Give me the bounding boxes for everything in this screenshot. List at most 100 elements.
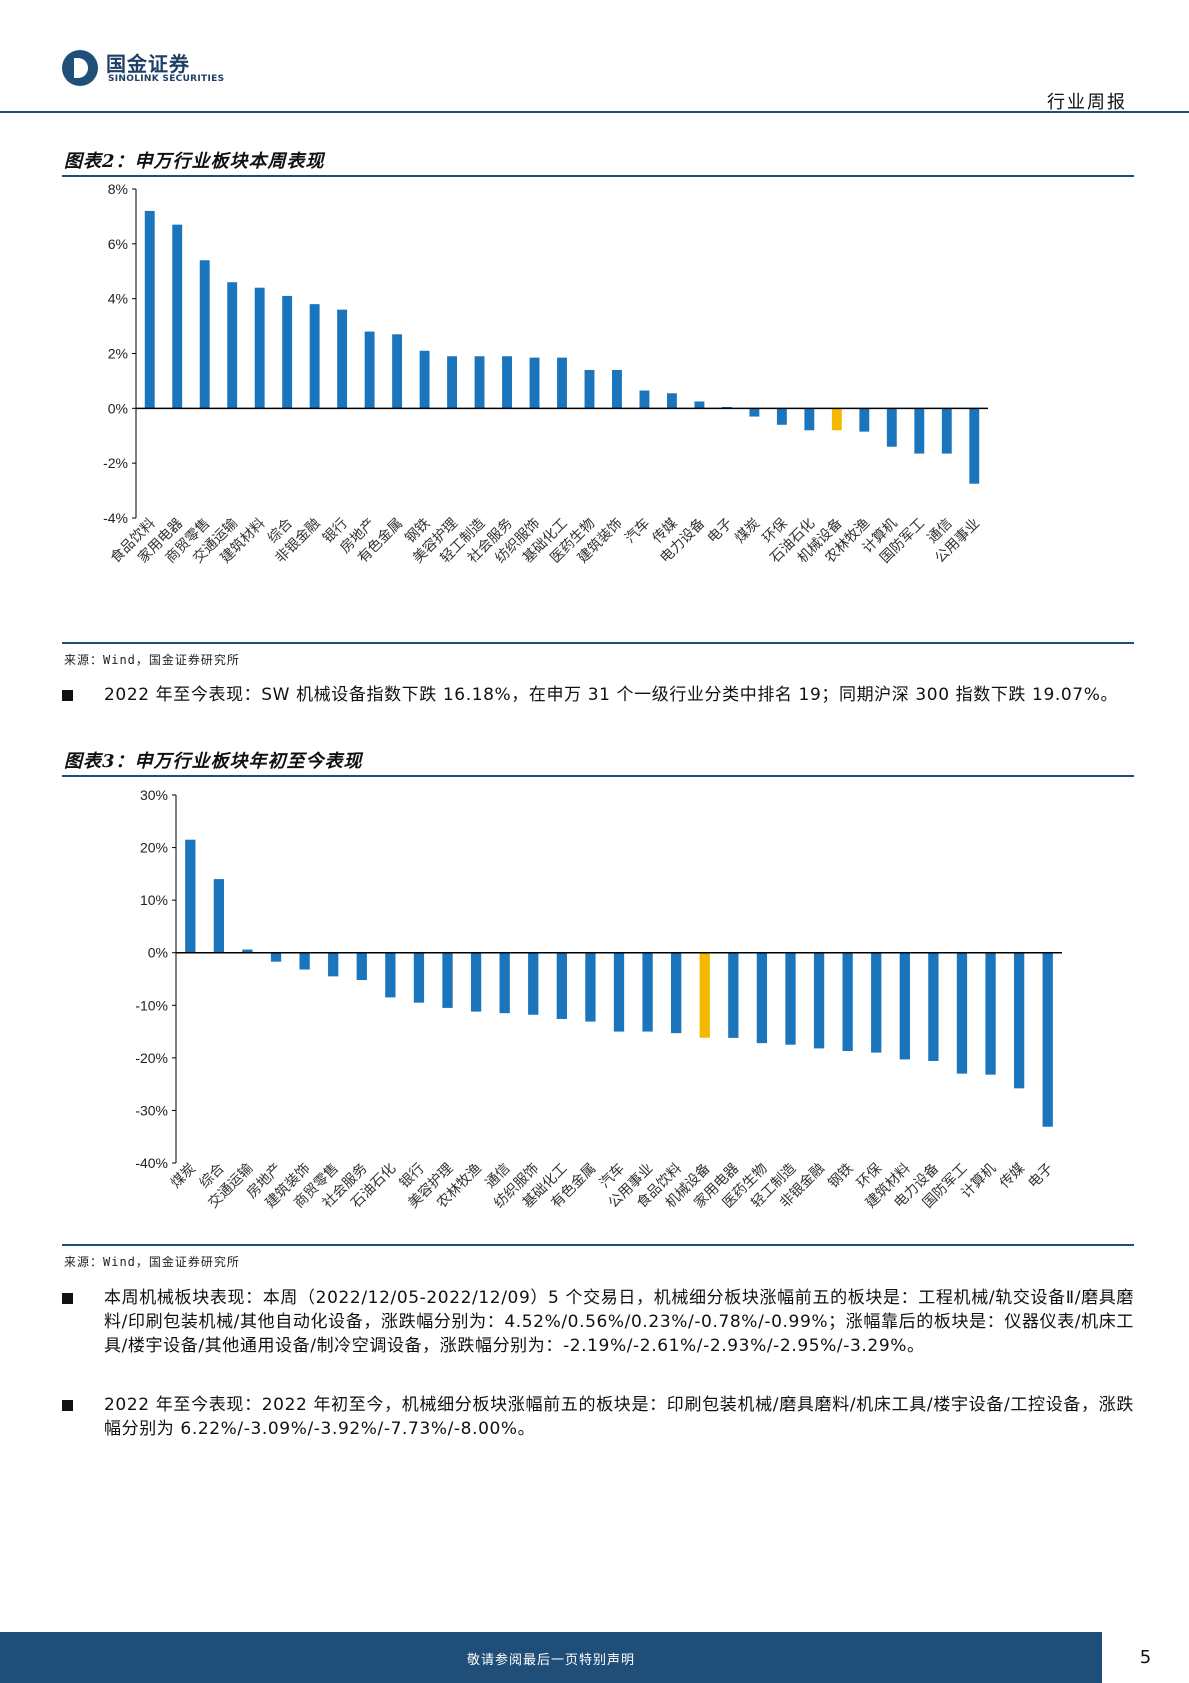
company-logo: 国金证券 SINOLINK SECURITIES — [62, 48, 232, 88]
y-tick-label: 0% — [108, 400, 128, 416]
bar-4 — [227, 282, 238, 409]
bar-27 — [928, 952, 939, 1062]
bar-18 — [671, 952, 682, 1034]
figure2-source: 来源：Wind，国金证券研究所 — [64, 653, 240, 667]
bullet-square-icon — [62, 690, 73, 701]
bar-11 — [419, 350, 430, 409]
bar-29 — [985, 952, 996, 1075]
y-tick-label: -40% — [135, 1155, 168, 1171]
figure3-top-rule — [62, 775, 1134, 777]
figure2-title: 图表2：申万行业板块本周表现 — [64, 151, 325, 172]
figure2-bottom-rule — [62, 642, 1134, 644]
bar-18 — [612, 369, 622, 409]
y-tick-label: -20% — [135, 1050, 168, 1066]
ytd-summary-paragraph: 2022 年至今表现：SW 机械设备指数下跌 16.18%，在申万 31 个一级… — [62, 683, 1134, 707]
ytd-machinery-paragraph: 2022 年至今表现：2022 年初至今，机械细分板块涨幅前五的板块是：印刷包装… — [62, 1393, 1134, 1441]
y-tick-label: -2% — [103, 455, 128, 471]
header-divider — [0, 111, 1189, 113]
bar-16 — [613, 952, 625, 1032]
bar-21 — [694, 401, 705, 409]
logo-en-text: SINOLINK SECURITIES — [108, 74, 225, 84]
bar-13 — [474, 356, 485, 409]
bar-19 — [699, 952, 710, 1038]
report-type: 行业周报 — [1047, 92, 1127, 113]
bar-21 — [756, 952, 768, 1044]
page-number: 5 — [1102, 1632, 1189, 1683]
bar-27 — [859, 408, 870, 432]
figure3-title: 图表3：申万行业板块年初至今表现 — [64, 751, 363, 772]
x-tick-label: 煤炭 — [168, 1161, 199, 1192]
bar-4 — [270, 952, 282, 962]
bar-15 — [585, 952, 596, 1022]
bar-8 — [385, 952, 396, 998]
x-tick-label: 钢铁 — [825, 1161, 856, 1192]
bar-28 — [886, 408, 897, 447]
bar-10 — [392, 334, 403, 409]
paragraph-text: 2022 年至今表现：SW 机械设备指数下跌 16.18%，在申万 31 个一级… — [104, 685, 1119, 705]
y-tick-label: 8% — [108, 181, 128, 197]
y-tick-label: 0% — [148, 945, 168, 961]
bar-23 — [813, 952, 825, 1049]
bar-3 — [242, 949, 253, 953]
bar-5 — [299, 952, 310, 970]
figure3-bottom-rule — [62, 1244, 1134, 1246]
bar-12 — [499, 952, 510, 1014]
bar-17 — [584, 369, 595, 409]
bar-30 — [941, 408, 952, 454]
y-tick-label: 2% — [108, 346, 128, 362]
page-footer: 敬请参阅最后一页特别声明 5 — [0, 1632, 1189, 1683]
bar-12 — [447, 356, 458, 409]
figure2-top-rule — [62, 175, 1134, 177]
bar-3 — [199, 260, 210, 409]
bar-19 — [639, 390, 650, 409]
bar-8 — [337, 309, 348, 409]
footer-disclaimer: 敬请参阅最后一页特别声明 — [466, 1653, 635, 1668]
bar-31 — [969, 408, 980, 484]
x-tick-label: 电子 — [705, 516, 736, 547]
bar-5 — [254, 287, 265, 409]
bar-26 — [899, 952, 910, 1060]
x-tick-label: 传媒 — [997, 1161, 1028, 1192]
bullet-square-icon — [62, 1293, 73, 1304]
weekly-machinery-paragraph: 本周机械板块表现：本周（2022/12/05-2022/12/09）5 个交易日… — [62, 1286, 1134, 1358]
bar-29 — [914, 408, 925, 454]
bar-2 — [172, 224, 183, 409]
bar-9 — [364, 331, 375, 409]
bar-23 — [749, 408, 760, 417]
ytd-performance-chart: 30%20%10%0%-10%-20%-30%-40% 煤炭综合交通运输房地产建筑… — [135, 787, 1062, 1211]
bar-16 — [557, 357, 567, 409]
paragraph-text: 2022 年至今表现：2022 年初至今，机械细分板块涨幅前五的板块是：印刷包装… — [104, 1395, 1134, 1439]
bar-6 — [328, 952, 339, 977]
bar-1 — [185, 839, 196, 953]
bar-25 — [804, 408, 815, 431]
y-tick-label: 4% — [108, 291, 128, 307]
weekly-performance-chart: 8%6%4%2%0%-2%-4%食品饮料家用电器商贸零售交通运输建筑材料综合非银… — [103, 181, 988, 566]
bar-31 — [1042, 952, 1053, 1127]
bar-24 — [776, 408, 787, 425]
bar-17 — [642, 952, 653, 1032]
y-tick-label: 6% — [108, 236, 128, 252]
bar-14 — [556, 952, 567, 1019]
y-tick-label: 30% — [140, 787, 168, 803]
y-tick-label: -4% — [103, 510, 128, 526]
logo-mark-icon — [62, 50, 98, 86]
bar-30 — [1013, 952, 1025, 1089]
bar-14 — [502, 356, 512, 409]
logo-cn-text: 国金证券 — [106, 52, 190, 76]
bar-7 — [309, 304, 320, 409]
x-tick-label: 电子 — [1025, 1161, 1056, 1192]
y-tick-label: -30% — [135, 1102, 168, 1118]
bar-20 — [666, 393, 677, 409]
bar-2 — [213, 879, 225, 953]
bar-11 — [470, 952, 482, 1012]
bar-9 — [413, 952, 425, 1003]
x-tick-label: 煤炭 — [732, 516, 763, 547]
bar-13 — [528, 952, 539, 1015]
bar-15 — [529, 357, 540, 409]
bar-7 — [356, 952, 367, 981]
y-tick-label: 10% — [140, 892, 168, 908]
bar-25 — [871, 952, 882, 1053]
bar-24 — [842, 952, 853, 1052]
bar-28 — [956, 952, 968, 1074]
bar-10 — [442, 952, 453, 1008]
